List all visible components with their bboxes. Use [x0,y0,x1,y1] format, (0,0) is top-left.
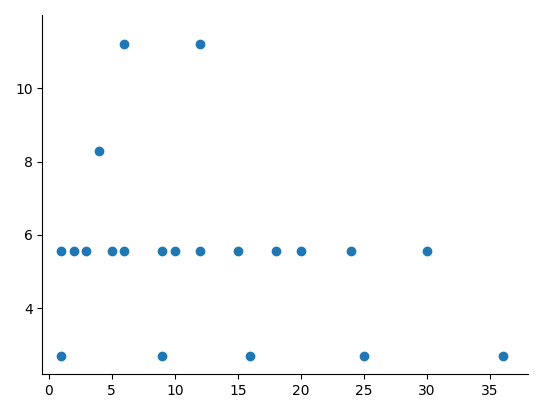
Point [82,248,91,255]
Point [108,248,116,255]
Point [57,248,66,255]
Point [57,353,66,359]
Point [120,248,129,255]
Point [171,248,179,255]
Point [359,353,368,359]
Point [296,248,305,255]
Point [272,248,280,255]
Point [195,41,204,47]
Point [498,353,507,359]
Point [423,248,432,255]
Point [347,248,356,255]
Point [70,248,78,255]
Point [195,248,204,255]
Point [158,353,167,359]
Point [95,147,104,154]
Point [233,248,242,255]
Point [158,248,167,255]
Point [246,353,255,359]
Point [120,41,129,47]
